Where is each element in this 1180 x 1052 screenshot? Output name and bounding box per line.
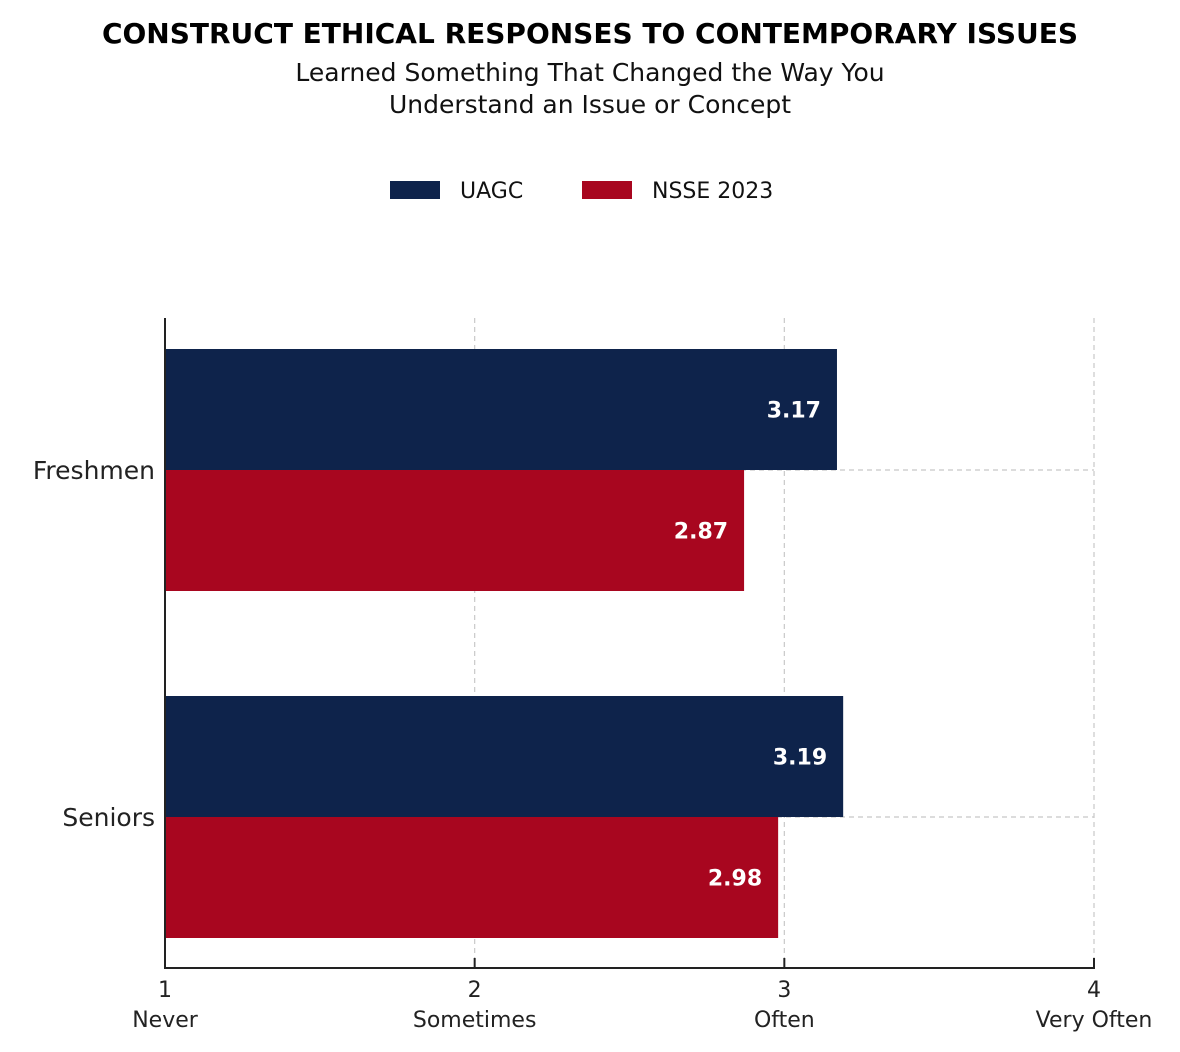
x-tick-label-2: 2 [468,978,482,1003]
legend-swatch-nsse [582,181,632,199]
bar-nsse-2023-freshmen [165,470,745,591]
bar-nsse-2023-seniors [165,817,779,938]
x-tick-word-2: Sometimes [413,1008,537,1033]
axis-layer: Freshmen Seniors 1 Never 2 Sometimes 3 Often 4 Ve… [33,318,1152,1033]
bar-label-nsse-2023-seniors: 2.98 [708,867,762,892]
x-tick-label-3: 3 [777,978,791,1003]
x-tick-word-3: Often [754,1008,815,1033]
x-tick-word-4: Very Often [1036,1008,1153,1033]
legend-label-nsse: NSSE 2023 [652,179,773,204]
legend-swatch-uagc [390,181,440,199]
bar-uagc-seniors [165,696,844,817]
x-tick-word-1: Never [132,1008,199,1033]
bar-label-uagc-freshmen: 3.17 [767,399,821,424]
bar-layer: 3.17 2.87 3.19 2.98 [165,349,844,938]
bar-label-nsse-2023-freshmen: 2.87 [674,520,728,545]
chart-title: CONSTRUCT ETHICAL RESPONSES TO CONTEMPOR… [102,17,1078,50]
category-label-seniors: Seniors [62,803,155,832]
chart-subtitle-line-2: Understand an Issue or Concept [389,90,791,119]
bar-label-uagc-seniors: 3.19 [773,746,827,771]
x-tick-label-4: 4 [1087,978,1101,1003]
legend-label-uagc: UAGC [460,179,523,204]
legend: UAGC NSSE 2023 [390,179,773,204]
category-label-freshmen: Freshmen [33,456,155,485]
chart-subtitle-line-1: Learned Something That Changed the Way Y… [295,58,884,87]
bar-uagc-freshmen [165,349,837,470]
x-tick-label-1: 1 [158,978,172,1003]
